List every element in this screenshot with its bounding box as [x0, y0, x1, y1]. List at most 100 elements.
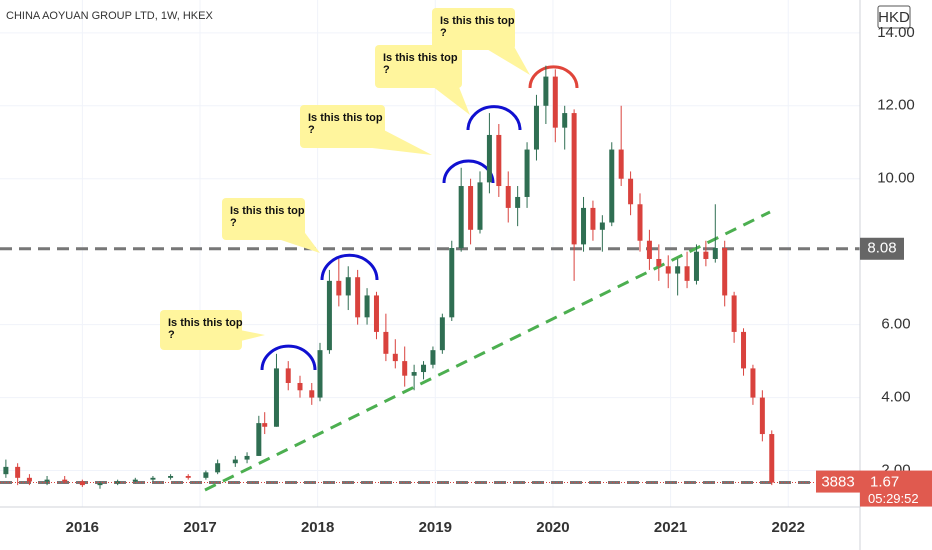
candle-body: [524, 149, 530, 197]
candle-body: [309, 390, 315, 398]
candle-body: [759, 397, 765, 435]
countdown: 05:29:52: [868, 491, 919, 506]
x-tick-label: 2022: [772, 519, 805, 536]
candle-body: [411, 372, 417, 376]
candle-body: [336, 280, 342, 296]
candle-body: [543, 76, 549, 106]
candle-body: [402, 361, 408, 376]
overlay-layer: Is this this top?Is this this top?Is thi…: [0, 8, 860, 484]
candle-body: [731, 295, 737, 332]
candle-body: [712, 248, 718, 259]
candle-body: [722, 248, 728, 296]
candle-body: [97, 483, 103, 486]
candle-body: [665, 266, 671, 274]
candle-body: [26, 477, 32, 482]
trend-line: [204, 210, 771, 492]
level-label-bg: [860, 237, 904, 260]
candle-body: [3, 466, 9, 475]
x-tick-label: 2017: [183, 519, 216, 536]
candle-body: [515, 196, 521, 208]
candle-body: [439, 317, 445, 351]
candle-body: [750, 368, 756, 398]
candle-body: [79, 481, 85, 486]
candle-body: [256, 423, 262, 456]
candle-body: [477, 182, 483, 230]
candle-body: [215, 463, 221, 473]
level-label: 8.08: [867, 240, 896, 257]
candle-body: [675, 266, 681, 274]
candle-body: [703, 251, 709, 259]
x-tick-label: 2020: [536, 519, 569, 536]
x-tick-label: 2019: [419, 519, 452, 536]
candle-body: [185, 475, 191, 478]
callout-text: ?: [440, 27, 447, 39]
candle-body: [326, 280, 332, 351]
candle-body: [628, 178, 634, 205]
candle-body: [383, 331, 389, 354]
candle-body: [599, 222, 605, 230]
callout: [160, 310, 242, 350]
candle-body: [297, 382, 303, 391]
candle-body: [373, 295, 379, 332]
currency-box: [877, 5, 911, 29]
callout-text: Is this this top: [383, 52, 458, 64]
y-tick-label: 4.00: [881, 389, 910, 406]
candle-body: [684, 266, 690, 281]
callout-text: Is this this top: [440, 15, 515, 27]
candle-body: [355, 277, 361, 318]
y-tick-label: 14.00: [877, 24, 915, 41]
last-price-bg: [860, 470, 932, 507]
symbol-label: 3883: [821, 474, 854, 491]
x-tick-label: 2018: [301, 519, 334, 536]
candle-body: [581, 207, 587, 245]
candle-body: [693, 251, 699, 281]
callout-text: Is this this top: [230, 205, 305, 217]
candle-body: [150, 477, 156, 480]
candle-body: [618, 149, 624, 179]
candle-body: [430, 350, 436, 365]
y-tick-label: 10.00: [877, 170, 915, 187]
candle-body: [637, 204, 643, 241]
candle-body: [449, 248, 455, 318]
candle-body: [392, 353, 398, 362]
candle-body: [571, 113, 577, 245]
candle-body: [317, 350, 323, 398]
top-arc: [320, 253, 379, 281]
callout: [375, 45, 462, 88]
candle-body: [15, 466, 21, 478]
chart-title: CHINA AOYUAN GROUP LTD, 1W, HKEX: [6, 10, 213, 22]
y-tick-label: 6.00: [881, 316, 910, 333]
candle-body: [496, 134, 502, 187]
candle-body: [741, 331, 747, 369]
candle-body: [562, 113, 568, 128]
candle-body: [421, 364, 427, 373]
candle-body: [458, 186, 464, 249]
top-arc: [260, 344, 317, 371]
candle-body: [244, 455, 250, 460]
x-tick-label: 2021: [654, 519, 687, 536]
candle-body: [552, 76, 558, 128]
top-arc: [466, 105, 522, 131]
candle-body: [345, 277, 351, 296]
candle-body: [505, 186, 511, 208]
callout: [222, 198, 305, 240]
x-tick-label: 2016: [66, 519, 99, 536]
symbol-label-bg: [816, 470, 860, 493]
candle-body: [590, 207, 596, 230]
last-price-label: 1.67: [870, 474, 899, 491]
callout: [300, 105, 385, 148]
candles-layer: [3, 65, 775, 489]
candle-body: [533, 105, 539, 150]
callout-text: ?: [230, 217, 237, 229]
candle-body: [168, 475, 174, 478]
callout-text: ?: [168, 329, 175, 341]
callout-text: Is this this top: [168, 317, 243, 329]
callout-text: ?: [308, 124, 315, 136]
y-tick-label: 12.00: [877, 97, 915, 114]
candle-body: [609, 149, 615, 223]
candle-body: [203, 472, 209, 478]
candle-body: [262, 423, 268, 427]
candle-body: [273, 368, 279, 427]
